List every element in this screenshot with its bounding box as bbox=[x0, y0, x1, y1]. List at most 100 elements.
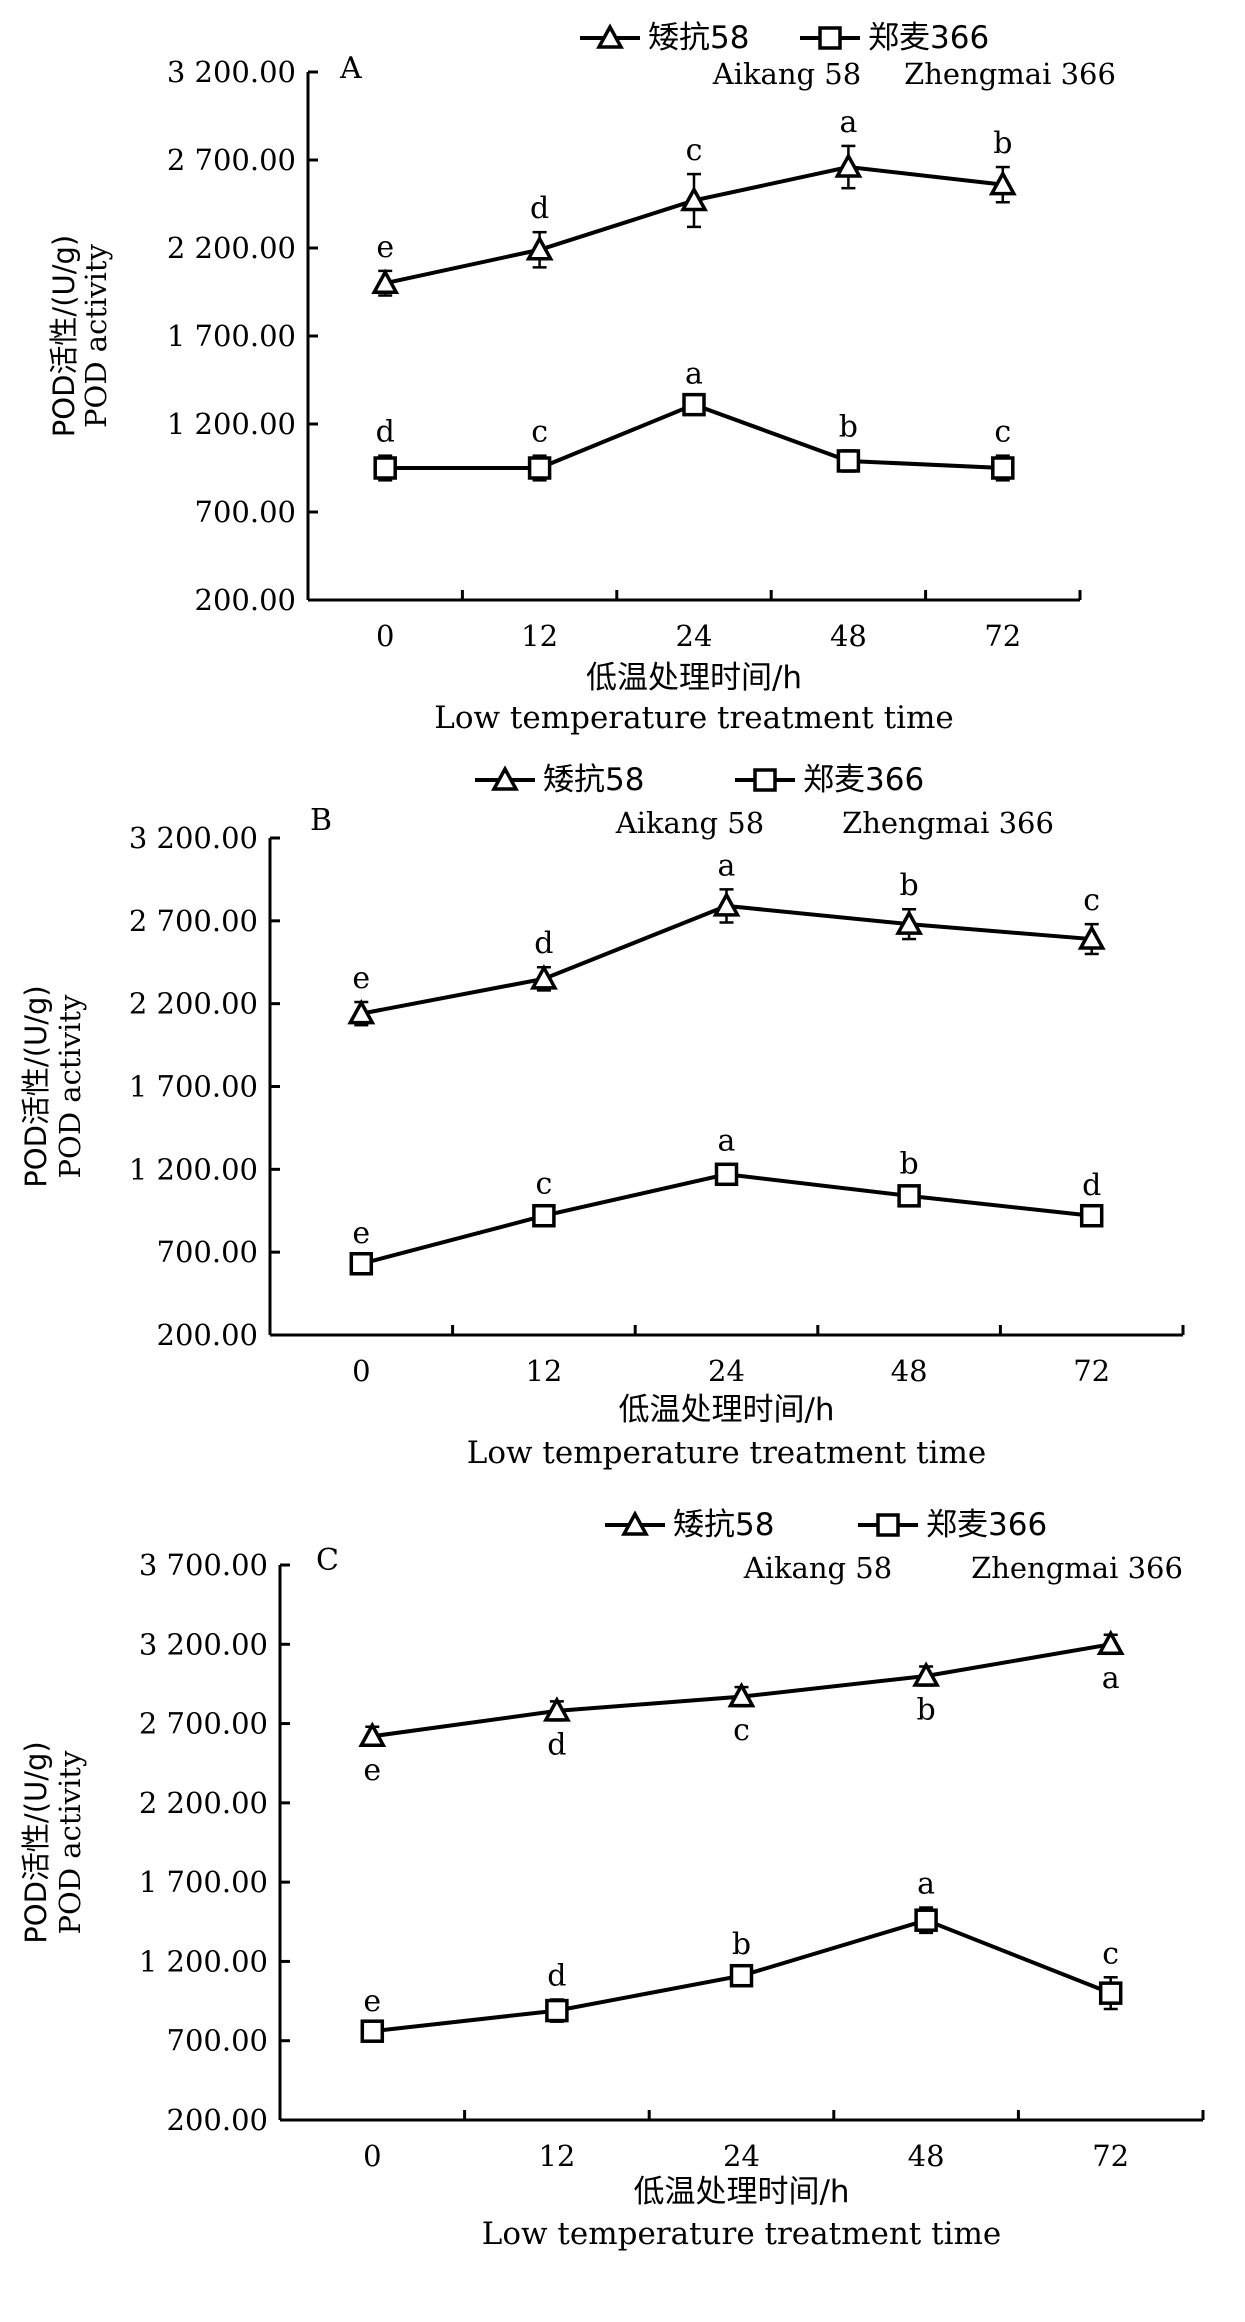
y-tick-label: 3 200.00 bbox=[167, 55, 296, 89]
significance-letter: c bbox=[1102, 1936, 1119, 1971]
significance-letter: a bbox=[1102, 1661, 1120, 1696]
y-tick-label: 3 700.00 bbox=[139, 1548, 268, 1582]
y-tick-label: 2 700.00 bbox=[167, 143, 296, 177]
significance-letter: e bbox=[352, 961, 370, 996]
legend-label-en: Zhengmai 366 bbox=[842, 806, 1054, 840]
x-axis-title-en: Low temperature treatment time bbox=[467, 1435, 986, 1471]
data-point bbox=[729, 1963, 754, 1988]
data-point bbox=[714, 1162, 739, 1187]
y-tick-label: 200.00 bbox=[157, 1318, 258, 1352]
significance-letter: d bbox=[547, 1727, 566, 1762]
panel-label: A bbox=[339, 51, 362, 86]
legend-label-en: Aikang 58 bbox=[615, 806, 764, 840]
x-tick-label: 72 bbox=[1073, 1354, 1110, 1388]
data-point bbox=[682, 392, 706, 417]
x-tick-label: 24 bbox=[676, 619, 713, 653]
legend-label-cn: 郑麦366 bbox=[926, 1507, 1047, 1543]
y-tick-label: 3 200.00 bbox=[129, 821, 258, 855]
data-point bbox=[360, 2019, 385, 2043]
y-tick-label: 2 200.00 bbox=[129, 987, 258, 1021]
x-axis-title-cn: 低温处理时间/h bbox=[633, 2174, 849, 2210]
y-tick-label: 1 200.00 bbox=[139, 1944, 268, 1978]
legend-label-cn: 郑麦366 bbox=[803, 762, 924, 798]
data-point bbox=[897, 1184, 921, 1208]
significance-letter: a bbox=[917, 1867, 935, 1902]
x-tick-label: 12 bbox=[521, 619, 558, 653]
legend-entry-1: 郑麦366 Zhengmai 366 bbox=[858, 1507, 1183, 1585]
x-tick-label: 0 bbox=[376, 619, 394, 653]
chart-panel-A: 200.00 700.00 1 200.00 1 700.00 2 200.00 2 70… bbox=[47, 20, 1116, 736]
y-tick-label: 1 700.00 bbox=[129, 1070, 258, 1104]
data-point bbox=[349, 1252, 374, 1276]
y-tick-label: 700.00 bbox=[157, 1235, 258, 1269]
data-point bbox=[1079, 1203, 1104, 1228]
significance-letter: a bbox=[718, 1123, 736, 1158]
series-1: e d b a c bbox=[360, 1867, 1123, 2043]
significance-letter: b bbox=[993, 126, 1012, 161]
data-point bbox=[545, 1998, 569, 2023]
square-icon bbox=[818, 26, 842, 50]
x-tick-label: 48 bbox=[830, 619, 867, 653]
legend-label-en: Aikang 58 bbox=[743, 1551, 892, 1585]
data-point bbox=[1096, 1629, 1125, 1656]
x-axis-title-en: Low temperature treatment time bbox=[482, 2216, 1001, 2252]
significance-letter: c bbox=[686, 133, 703, 168]
data-point bbox=[680, 185, 708, 212]
x-axis-title-cn: 低温处理时间/h bbox=[586, 660, 802, 696]
data-point bbox=[727, 1681, 756, 1708]
y-tick-label: 200.00 bbox=[195, 583, 296, 617]
data-point bbox=[527, 456, 552, 480]
y-tick-label: 2 200.00 bbox=[139, 1786, 268, 1820]
legend-label-en: Aikang 58 bbox=[712, 57, 861, 91]
legend-label-en: Zhengmai 366 bbox=[904, 57, 1116, 91]
data-point bbox=[991, 456, 1015, 480]
legend-label-en: Zhengmai 366 bbox=[971, 1551, 1183, 1585]
y-axis-title-cn: POD活性/(U/g) bbox=[19, 1741, 53, 1943]
significance-letter: b bbox=[839, 409, 858, 444]
significance-letter: e bbox=[363, 1984, 381, 2019]
data-point bbox=[532, 1203, 556, 1228]
significance-letter: c bbox=[1083, 883, 1100, 918]
square-icon bbox=[876, 1513, 900, 1537]
triangle-icon bbox=[491, 765, 519, 791]
y-tick-label: 2 700.00 bbox=[139, 1707, 268, 1741]
data-point bbox=[358, 1721, 387, 1748]
significance-letter: b bbox=[899, 868, 918, 903]
data-point bbox=[836, 449, 861, 473]
legend-label-cn: 矮抗58 bbox=[648, 20, 749, 56]
x-tick-label: 24 bbox=[723, 2139, 760, 2173]
significance-letter: b bbox=[916, 1693, 935, 1728]
x-tick-label: 48 bbox=[908, 2139, 945, 2173]
series-1: d c a b c bbox=[373, 357, 1015, 482]
significance-letter: d bbox=[1082, 1168, 1101, 1203]
data-point bbox=[373, 456, 397, 480]
y-tick-label: 200.00 bbox=[167, 2103, 268, 2137]
y-tick-label: 2 700.00 bbox=[129, 904, 258, 938]
series-line bbox=[360, 1172, 1092, 1266]
data-point bbox=[1077, 924, 1106, 950]
data-point bbox=[912, 1661, 941, 1687]
x-tick-label: 72 bbox=[1092, 2139, 1129, 2173]
significance-letter: a bbox=[839, 105, 857, 140]
x-tick-label: 72 bbox=[984, 619, 1021, 653]
legend-entry-0: 矮抗58 Aikang 58 bbox=[475, 762, 764, 840]
significance-letter: c bbox=[535, 1166, 552, 1201]
data-point bbox=[988, 170, 1017, 196]
legend-entry-0: 矮抗58 Aikang 58 bbox=[605, 1507, 892, 1585]
chart-panel-C: 200.00 700.00 1 200.00 1 700.00 2 200.00 2 70… bbox=[19, 1507, 1205, 2252]
x-tick-label: 0 bbox=[352, 1354, 370, 1388]
y-tick-label: 1 200.00 bbox=[129, 1152, 258, 1186]
significance-letter: a bbox=[685, 357, 703, 392]
series-1: e c a b d bbox=[349, 1123, 1104, 1276]
panel-label: C bbox=[316, 1543, 339, 1578]
y-axis-title-en: POD activity bbox=[79, 243, 113, 428]
y-axis-title-cn: POD活性/(U/g) bbox=[19, 985, 53, 1187]
data-point bbox=[371, 268, 400, 294]
significance-letter: d bbox=[530, 191, 549, 226]
legend-label-cn: 矮抗58 bbox=[543, 762, 644, 798]
series-0: e d a b c bbox=[347, 848, 1106, 1027]
square-icon bbox=[753, 768, 777, 792]
significance-letter: d bbox=[376, 415, 395, 450]
